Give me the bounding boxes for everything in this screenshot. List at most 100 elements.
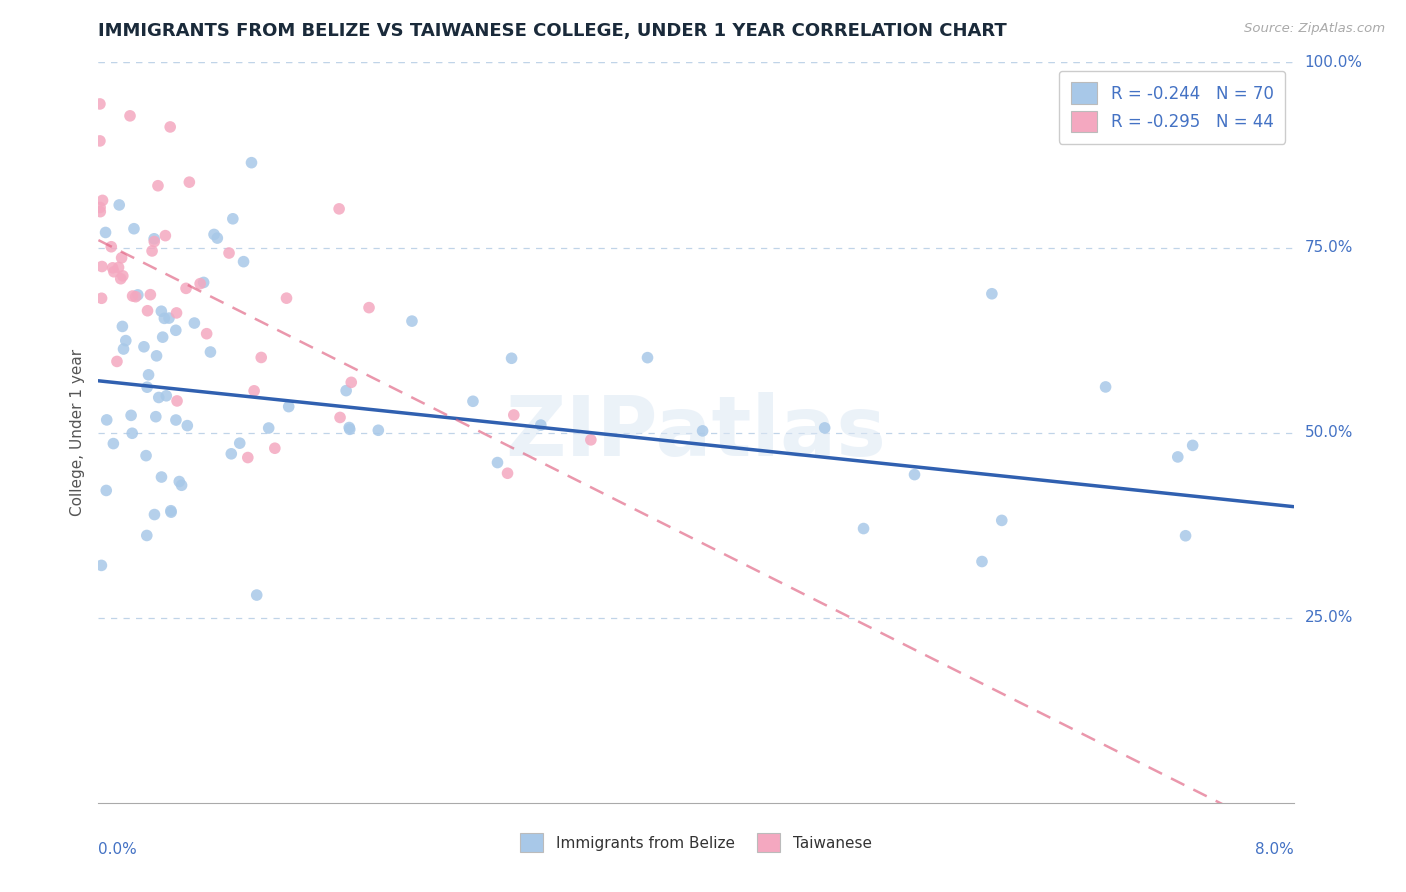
Point	[222, 211, 245, 226]
Point	[692, 424, 714, 438]
Point	[486, 456, 509, 470]
Point	[132, 340, 155, 354]
Point	[188, 277, 211, 291]
Point	[1094, 380, 1116, 394]
Point	[135, 449, 157, 463]
Point	[174, 281, 197, 295]
Point	[91, 194, 114, 208]
Point	[170, 478, 193, 492]
Y-axis label: College, Under 1 year: College, Under 1 year	[69, 349, 84, 516]
Legend: Immigrants from Belize, Taiwanese: Immigrants from Belize, Taiwanese	[515, 827, 877, 858]
Point	[243, 384, 266, 398]
Point	[263, 441, 285, 455]
Point	[139, 287, 162, 301]
Point	[112, 342, 135, 356]
Point	[90, 558, 112, 573]
Point	[160, 504, 183, 518]
Point	[169, 475, 191, 489]
Point	[141, 244, 163, 258]
Point	[903, 467, 925, 482]
Point	[153, 311, 176, 326]
Point	[145, 349, 167, 363]
Point	[159, 120, 181, 134]
Point	[121, 289, 143, 303]
Point	[89, 134, 111, 148]
Point	[110, 271, 132, 285]
Point	[124, 290, 146, 304]
Point	[193, 276, 215, 290]
Point	[136, 380, 159, 394]
Point	[240, 155, 263, 169]
Point	[579, 433, 602, 447]
Point	[970, 555, 993, 569]
Text: IMMIGRANTS FROM BELIZE VS TAIWANESE COLLEGE, UNDER 1 YEAR CORRELATION CHART: IMMIGRANTS FROM BELIZE VS TAIWANESE COLL…	[98, 22, 1007, 40]
Point	[1174, 529, 1197, 543]
Point	[110, 251, 132, 265]
Point	[89, 204, 111, 219]
Point	[250, 351, 273, 365]
Text: 8.0%: 8.0%	[1254, 842, 1294, 856]
Point	[637, 351, 659, 365]
Point	[202, 227, 225, 242]
Point	[176, 418, 198, 433]
Point	[501, 351, 523, 366]
Point	[118, 109, 141, 123]
Point	[127, 288, 149, 302]
Point	[200, 345, 222, 359]
Point	[157, 311, 180, 326]
Point	[120, 409, 142, 423]
Point	[165, 323, 187, 337]
Point	[329, 410, 352, 425]
Point	[335, 384, 357, 398]
Point	[166, 393, 188, 408]
Point	[90, 291, 112, 305]
Point	[232, 254, 254, 268]
Point	[143, 508, 166, 522]
Point	[461, 394, 484, 409]
Point	[143, 235, 166, 249]
Point	[155, 228, 177, 243]
Point	[135, 528, 157, 542]
Point	[150, 470, 173, 484]
Point	[277, 400, 299, 414]
Point	[246, 588, 269, 602]
Point	[108, 198, 131, 212]
Point	[103, 265, 125, 279]
Point	[138, 368, 160, 382]
Point	[89, 97, 111, 112]
Point	[101, 260, 124, 275]
Point	[339, 422, 361, 436]
Point	[337, 420, 360, 434]
Point	[229, 436, 252, 450]
Point	[107, 260, 129, 275]
Point	[111, 319, 134, 334]
Point	[100, 240, 122, 254]
Point	[357, 301, 380, 315]
Point	[1167, 450, 1189, 464]
Point	[183, 316, 205, 330]
Point	[146, 178, 169, 193]
Text: 50.0%: 50.0%	[1305, 425, 1353, 440]
Point	[852, 522, 875, 536]
Point	[89, 201, 111, 215]
Point	[105, 354, 128, 368]
Point	[530, 418, 553, 433]
Point	[367, 423, 389, 437]
Point	[195, 326, 218, 341]
Text: Source: ZipAtlas.com: Source: ZipAtlas.com	[1244, 22, 1385, 36]
Point	[114, 334, 136, 348]
Text: 0.0%: 0.0%	[98, 842, 138, 856]
Point	[160, 505, 183, 519]
Point	[96, 483, 118, 498]
Point	[150, 304, 173, 318]
Point	[496, 467, 519, 481]
Point	[219, 447, 242, 461]
Point	[91, 260, 114, 274]
Point	[236, 450, 259, 465]
Point	[166, 306, 188, 320]
Point	[276, 291, 298, 305]
Point	[122, 221, 145, 235]
Point	[179, 175, 201, 189]
Text: ZIPatlas: ZIPatlas	[506, 392, 886, 473]
Point	[218, 246, 240, 260]
